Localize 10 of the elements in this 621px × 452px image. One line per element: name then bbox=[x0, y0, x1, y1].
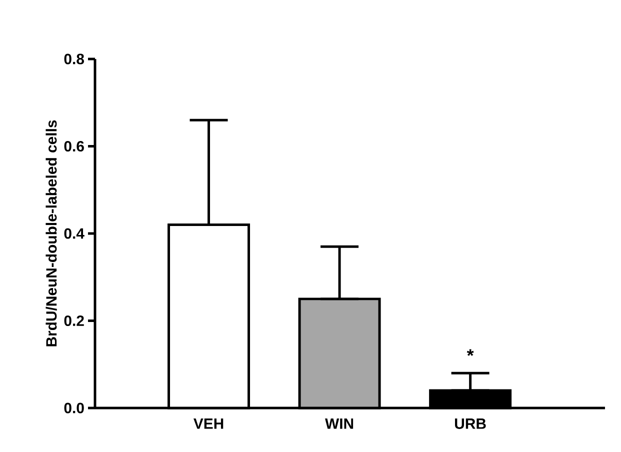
x-tick-label: VEH bbox=[194, 418, 224, 429]
y-tick-label: 0.2 bbox=[64, 315, 84, 326]
y-tick-label: 0.0 bbox=[64, 402, 84, 414]
y-tick-label: 0.4 bbox=[64, 228, 84, 239]
y-tick-label: 0.6 bbox=[64, 140, 84, 152]
annotation: * bbox=[466, 349, 474, 356]
y-tick-label: 0.8 bbox=[64, 54, 84, 64]
x-tick-label: URB bbox=[455, 418, 486, 429]
y-axis-title: BrdU/NeuN-double-labeled cells bbox=[46, 120, 57, 346]
x-tick-label: WIN bbox=[325, 418, 354, 429]
